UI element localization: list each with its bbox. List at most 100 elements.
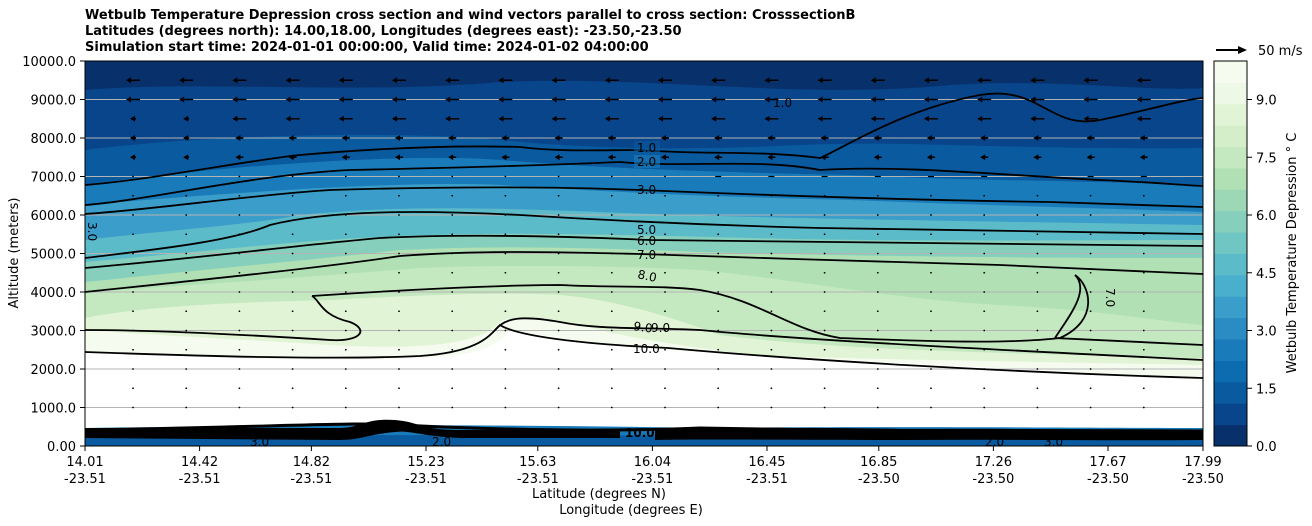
wind-arrowhead: [977, 115, 983, 122]
wind-dot: [610, 214, 613, 216]
wind-arrowhead: [392, 77, 397, 84]
wind-dot: [664, 387, 666, 390]
wind-dot: [185, 368, 188, 370]
wind-dot: [823, 406, 826, 409]
wind-dot: [398, 310, 400, 313]
wind-arrowhead: [1033, 135, 1039, 141]
contour-labels: 1.0 2.0 3.0 5.0 6.0 7.0 8.0 9.0 10.0 1.0…: [85, 96, 1117, 449]
wind-arrowhead: [924, 115, 929, 122]
wind-dot: [1089, 387, 1092, 390]
contour-3: [85, 186, 1203, 215]
title-line-3: Simulation start time: 2024-01-01 00:00:…: [85, 40, 649, 55]
wind-dot: [557, 271, 560, 274]
contour-2: [85, 161, 1203, 206]
wind-dot: [876, 329, 879, 332]
wind-dot: [451, 233, 454, 236]
wind-dot: [983, 291, 986, 293]
wind-arrowhead: [498, 96, 504, 103]
colorbar-tick-label: 4.5: [1256, 267, 1277, 282]
wind-arrowhead: [767, 135, 773, 141]
wind-dot: [557, 214, 560, 216]
wind-arrowhead: [1030, 115, 1036, 122]
wind-dot: [238, 252, 241, 255]
wind-dot: [132, 368, 134, 370]
wind-arrowhead: [1086, 154, 1092, 161]
wind-dot: [504, 214, 507, 216]
wind-dot: [664, 214, 666, 216]
wind-dot: [344, 252, 347, 255]
wind-dot: [291, 252, 294, 255]
wind-dot: [983, 329, 986, 332]
wind-arrowhead: [927, 154, 932, 161]
wind-dot: [557, 348, 560, 351]
wind-dot: [344, 214, 347, 216]
wind-dot: [344, 348, 347, 351]
wind-arrowhead: [501, 135, 507, 141]
wind-dot: [398, 348, 400, 351]
wind-dot: [823, 387, 826, 390]
colorbar-band: [1214, 189, 1247, 212]
wind-dot: [1036, 233, 1039, 236]
x-tick-label-lat: 14.82: [293, 455, 330, 470]
wind-dot: [451, 175, 454, 178]
wind-dot: [664, 291, 666, 293]
wind-dot: [132, 329, 134, 332]
wind-arrowhead: [764, 96, 770, 103]
wind-dot: [344, 368, 347, 370]
wind-dot: [610, 291, 613, 293]
wind-arrowhead: [232, 115, 238, 122]
y-tick-label: 2000.0: [31, 363, 77, 378]
wind-dot: [451, 214, 454, 216]
wind-dot: [398, 252, 400, 255]
wind-dot: [717, 387, 720, 390]
wind-dot: [876, 233, 879, 236]
contour-label: 2.0: [637, 155, 656, 169]
wind-arrowhead: [179, 77, 185, 84]
wind-dot: [132, 194, 134, 197]
wind-arrowhead: [604, 77, 610, 84]
wind-dot: [344, 175, 347, 178]
wind-dot: [930, 387, 932, 390]
wind-dot: [451, 329, 454, 332]
colorbar-band: [1214, 125, 1247, 148]
wind-dot: [983, 406, 986, 409]
wind-arrowhead: [924, 96, 929, 103]
colorbar-band: [1214, 424, 1247, 447]
wind-dot: [504, 368, 507, 370]
wind-dot: [451, 291, 454, 293]
wind-arrowhead: [711, 96, 717, 103]
wind-arrowhead: [1030, 96, 1036, 103]
wind-arrowhead: [498, 77, 504, 84]
band-top-darkest: [85, 61, 1203, 90]
wind-dot: [823, 252, 826, 255]
wind-dot: [876, 291, 879, 293]
wind-dot: [344, 310, 347, 313]
x-tick-label-lat: 15.63: [519, 455, 556, 470]
wind-arrowhead: [183, 154, 189, 161]
wind-dot: [1036, 214, 1039, 216]
wind-dot: [1036, 310, 1039, 313]
wind-dot: [398, 329, 400, 332]
wind-dot: [770, 214, 773, 216]
wind-dot: [823, 214, 826, 216]
wind-dot: [291, 348, 294, 351]
colorbar-tick-label: 6.0: [1256, 209, 1277, 224]
wind-arrowhead: [980, 154, 986, 161]
wind-dot: [504, 387, 507, 390]
wind-dot: [1142, 368, 1145, 370]
wind-dot: [451, 271, 454, 274]
wind-dot: [504, 271, 507, 274]
x-axis-label-latitude: Latitude (degrees N): [532, 487, 666, 502]
wind-dot: [610, 252, 613, 255]
wind-dot: [983, 310, 986, 313]
wind-dot: [664, 368, 666, 370]
x-tick-label-lon: -23.50: [1087, 472, 1129, 487]
wind-dot: [664, 348, 666, 351]
colorbar-tick-label: 1.5: [1256, 382, 1277, 397]
title-line-2: Latitudes (degrees north): 14.00,18.00, …: [85, 24, 682, 39]
contour-label-extra: 9.0: [651, 321, 670, 335]
x-tick-label-lon: -23.51: [290, 472, 332, 487]
contour-label-extra: 3.0: [250, 435, 269, 449]
wind-dot: [291, 194, 294, 197]
x-tick-label-lat: 16.04: [634, 455, 671, 470]
